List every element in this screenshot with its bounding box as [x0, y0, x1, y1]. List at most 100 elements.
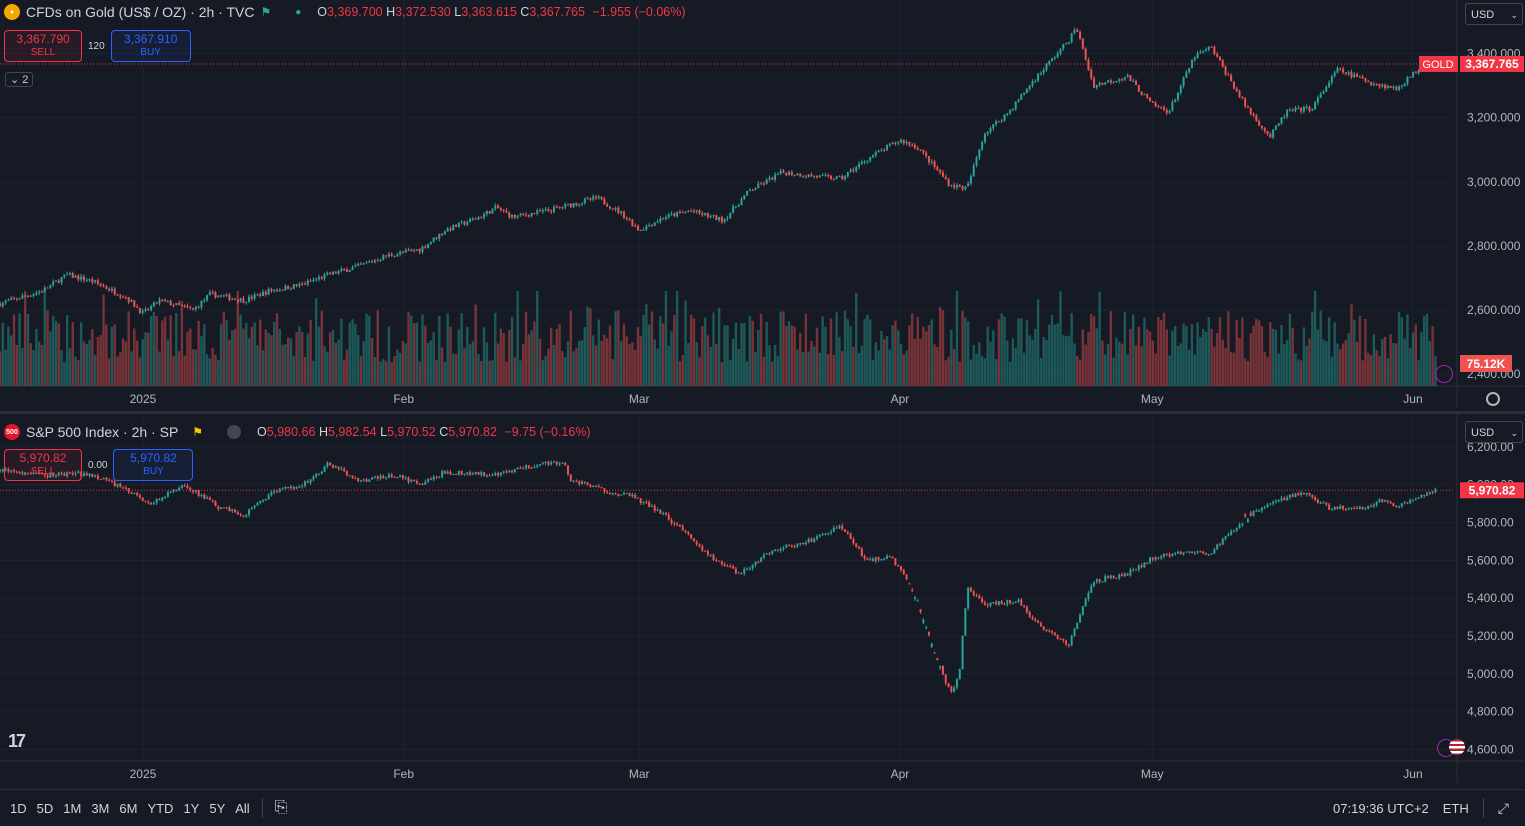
candle-body — [390, 254, 393, 256]
candle-body — [161, 299, 164, 301]
candle-body — [284, 486, 287, 489]
volume-bar — [356, 334, 360, 386]
gold-symbol-title[interactable]: CFDs on Gold (US$ / OZ) · 2h · TVC — [26, 4, 255, 20]
candle-body — [421, 484, 424, 486]
buy-button[interactable]: 5,970.82 BUY — [113, 449, 194, 481]
volume-bar — [1313, 291, 1317, 386]
timeframe-all[interactable]: All — [235, 800, 250, 816]
volume-bar — [1246, 360, 1250, 386]
candle-body — [1361, 506, 1364, 509]
candle-body — [1403, 83, 1406, 86]
candle-body — [678, 525, 681, 527]
volume-bar — [183, 355, 186, 386]
date-range-icon[interactable]: ⎘ — [274, 799, 288, 816]
candle-body — [958, 185, 961, 187]
volume-bar — [191, 349, 195, 386]
volume-bar — [1431, 326, 1434, 386]
currency-select[interactable]: USD ⌄ — [1465, 421, 1523, 443]
candle-body — [301, 485, 304, 487]
tradingview-logo[interactable]: 17 — [8, 731, 26, 751]
candle-body — [1067, 42, 1070, 44]
volume-bar — [337, 339, 340, 386]
candle-body — [38, 472, 41, 474]
candle-body — [941, 172, 944, 177]
candle-body — [1207, 554, 1210, 556]
candle-body — [1280, 498, 1283, 501]
candle-body — [1065, 43, 1068, 45]
candle-body — [832, 527, 835, 532]
candle-body — [189, 487, 192, 491]
price-tag-label: 3,367.765 — [1465, 57, 1519, 71]
candle-body — [228, 294, 231, 300]
volume-bar — [110, 326, 114, 386]
candle-body — [1112, 575, 1115, 578]
candle-body — [754, 188, 757, 191]
volume-bar — [147, 332, 150, 386]
candle-body — [986, 604, 989, 606]
candle-body — [483, 472, 486, 477]
gold-chart[interactable]: 3,400.0003,200.0003,000.0002,800.0002,60… — [0, 0, 1525, 411]
candle-body — [1246, 106, 1249, 109]
clock-time[interactable]: 07:19:36 UTC+2 — [1333, 800, 1429, 816]
buy-button[interactable]: 3,367.910 BUY — [110, 30, 191, 62]
volume-bar — [799, 332, 802, 386]
session-label[interactable]: ETH — [1442, 800, 1469, 816]
pane-separator[interactable] — [0, 411, 1525, 414]
timeframe-1d[interactable]: 1D — [10, 800, 27, 816]
candle-body — [477, 217, 480, 220]
candle-body — [1135, 569, 1138, 571]
candle-body — [183, 305, 186, 307]
candle-body — [407, 477, 410, 482]
alert-lightning-icon[interactable] — [1435, 365, 1453, 383]
sell-button[interactable]: 3,367.790 SELL — [4, 30, 82, 62]
volume-bar — [499, 328, 503, 386]
candle-body — [116, 294, 119, 296]
volume-bar — [575, 347, 578, 386]
currency-select[interactable]: USD ⌄ — [1465, 3, 1523, 25]
candle-body — [852, 169, 855, 171]
timeframe-3m[interactable]: 3M — [91, 800, 110, 816]
sell-button[interactable]: 5,970.82 SELL — [4, 449, 82, 481]
ohlc-l-label: L — [380, 425, 388, 439]
candle-body — [751, 565, 754, 569]
spx-chart[interactable]: 6,200.006,000.005,800.005,600.005,400.00… — [0, 414, 1525, 790]
fullscreen-icon[interactable]: ⤢ — [1497, 799, 1509, 816]
candle-body — [1006, 113, 1009, 115]
candle-body — [953, 687, 956, 692]
timeframe-1y[interactable]: 1Y — [183, 800, 200, 816]
candle-body — [348, 475, 351, 477]
timeframe-6m[interactable]: 6M — [119, 800, 138, 816]
candle-body — [446, 471, 449, 474]
candle-body — [676, 524, 679, 526]
green-flag-icon[interactable]: ⚑ — [260, 5, 272, 19]
spx-symbol-title[interactable]: S&P 500 Index · 2h · SP — [26, 424, 179, 440]
volume-bar — [1042, 337, 1045, 386]
volume-bar — [348, 322, 351, 386]
candle-body — [1020, 94, 1023, 100]
timeframe-1m[interactable]: 1M — [63, 800, 82, 816]
spx-chart-pane[interactable]: 6,200.006,000.005,800.005,600.005,400.00… — [0, 414, 1525, 790]
candle-body — [911, 144, 914, 146]
candle-body — [1269, 503, 1272, 505]
timeframe-5d[interactable]: 5D — [36, 800, 54, 816]
candle-body — [105, 286, 108, 289]
indicators-collapse-button[interactable]: ⌄ 2 — [5, 72, 34, 87]
candle-body — [544, 461, 547, 464]
volume-bar — [452, 353, 455, 386]
volume-bar — [717, 307, 721, 386]
candle-body — [757, 183, 760, 189]
candle-body — [816, 175, 819, 178]
gold-chart-pane[interactable]: 3,400.000 3,200.000 3,000.000 2,800.000 2,60… — [0, 0, 1525, 411]
candle-body — [40, 472, 43, 475]
volume-bar — [1339, 349, 1342, 386]
status-area: 07:19:36 UTC+2 ETH ⤢ — [1333, 790, 1509, 826]
candle-body — [245, 514, 248, 517]
candle-body — [435, 476, 438, 478]
candle-body — [748, 190, 751, 192]
candle-body — [494, 473, 497, 476]
timeframe-ytd[interactable]: YTD — [147, 800, 174, 816]
yellow-flag-icon[interactable]: ⚑ — [192, 425, 204, 439]
settings-gear-icon[interactable] — [1486, 392, 1500, 406]
candle-body — [421, 246, 424, 252]
timeframe-5y[interactable]: 5Y — [209, 800, 226, 816]
